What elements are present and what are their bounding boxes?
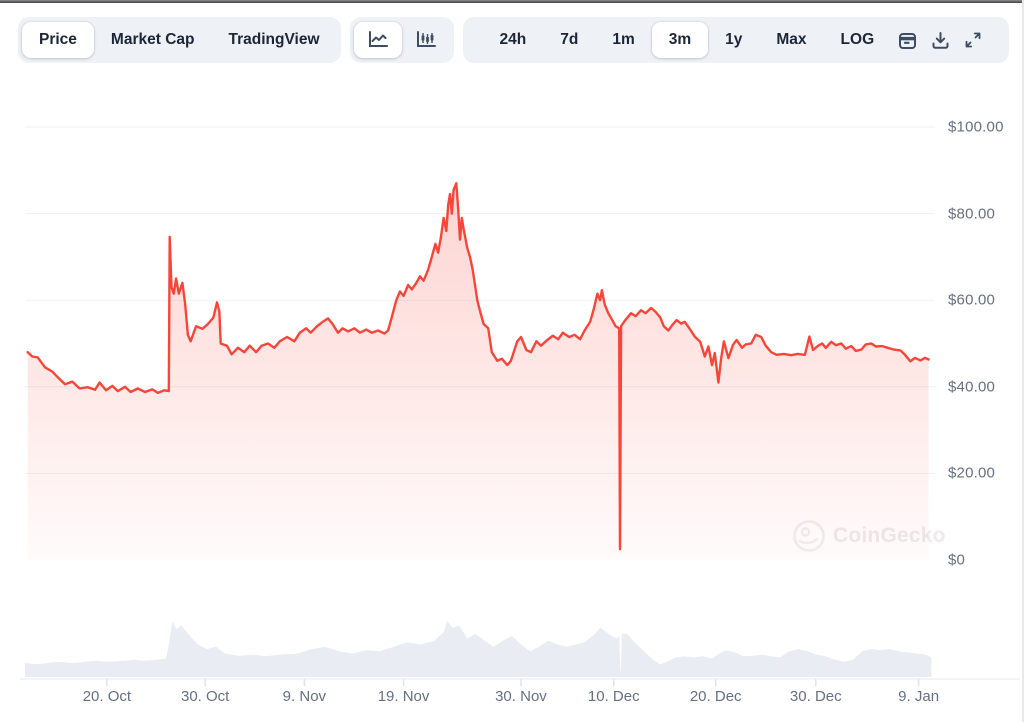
log-scale-toggle[interactable]: LOG — [824, 22, 892, 59]
x-axis-label: 30. Nov — [495, 688, 547, 705]
y-axis-label: $60.00 — [948, 291, 996, 309]
price-area — [27, 183, 929, 561]
price-line — [26, 182, 930, 551]
range-1y[interactable]: 1y — [708, 22, 759, 59]
y-axis-label: $0 — [948, 551, 966, 569]
range-selector-group: 24h 7d 1m 3m 1y Max LOG — [462, 17, 1010, 63]
y-axis-label: $20.00 — [948, 464, 996, 482]
range-max[interactable]: Max — [759, 22, 823, 59]
download-icon — [930, 30, 951, 51]
calendar-icon — [897, 30, 918, 51]
calendar-button[interactable] — [891, 24, 924, 57]
tab-tradingview[interactable]: TradingView — [211, 22, 336, 59]
range-1m[interactable]: 1m — [595, 22, 651, 59]
x-axis-label: 20. Oct — [82, 688, 132, 705]
x-axis-label: 9. Jan — [898, 688, 940, 705]
range-3m[interactable]: 3m — [651, 21, 709, 59]
window-top-edge — [0, 0, 1022, 3]
x-axis-label: 19. Nov — [377, 688, 430, 705]
chart-type-group — [349, 17, 454, 63]
line-chart-icon — [367, 30, 389, 50]
x-axis-label: 10. Dec — [587, 688, 640, 705]
tab-market-cap[interactable]: Market Cap — [94, 22, 212, 59]
range-24h[interactable]: 24h — [483, 22, 544, 59]
chart-toolbar: Price Market Cap TradingView — [18, 17, 1010, 63]
tab-price[interactable]: Price — [22, 21, 94, 59]
line-chart-toggle[interactable] — [353, 22, 402, 58]
y-axis-label: $100.00 — [948, 118, 1004, 136]
download-button[interactable] — [924, 24, 957, 57]
x-axis-label: 20. Dec — [689, 688, 742, 705]
view-tab-group: Price Market Cap TradingView — [18, 17, 341, 63]
x-axis-label: 30. Dec — [789, 688, 842, 705]
fullscreen-button[interactable] — [957, 24, 989, 56]
volume-area — [25, 621, 932, 677]
x-axis-label: 9. Nov — [282, 688, 327, 705]
fullscreen-expand-icon — [963, 30, 983, 50]
x-axis-label: 30. Oct — [180, 688, 230, 705]
candlestick-chart-icon — [415, 30, 437, 50]
range-7d[interactable]: 7d — [543, 22, 595, 59]
candlestick-chart-toggle[interactable] — [402, 22, 450, 58]
y-axis-label: $40.00 — [948, 378, 996, 396]
y-axis-label: $80.00 — [948, 205, 996, 223]
